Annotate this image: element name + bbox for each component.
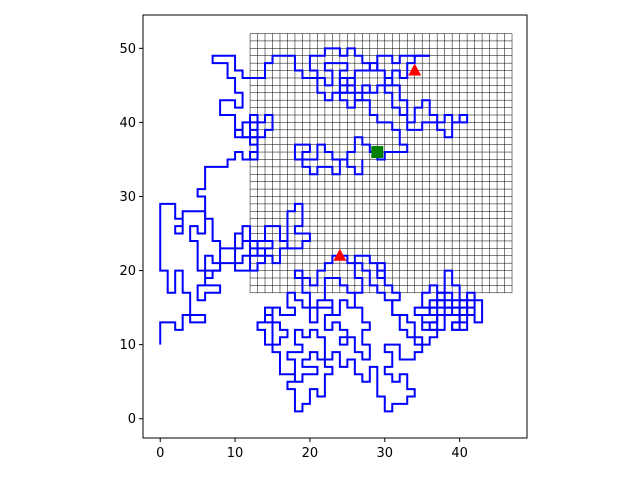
y-tick-label: 20 <box>119 264 136 279</box>
triangle-marker-2 <box>333 248 347 261</box>
y-tick-label: 40 <box>119 116 136 131</box>
axes-frame <box>142 14 528 439</box>
y-axis: 0 10 20 30 40 50 <box>119 42 143 427</box>
walk-path-6 <box>256 254 424 413</box>
walk-path-4 <box>316 54 469 139</box>
walk-path-5 <box>293 76 409 176</box>
plot-area <box>159 33 513 413</box>
walk-paths <box>159 47 484 413</box>
markers <box>333 63 422 261</box>
y-tick-label: 0 <box>128 412 136 427</box>
x-tick-label: 30 <box>377 446 394 461</box>
walk-path-8 <box>413 291 484 331</box>
x-axis: 0 10 20 30 40 <box>156 438 468 461</box>
walk-path-2 <box>189 114 274 302</box>
walk-path-3 <box>211 47 430 160</box>
triangle-marker-1 <box>408 63 422 76</box>
y-tick-label: 30 <box>119 190 136 205</box>
x-tick-label: 40 <box>451 446 468 461</box>
x-tick-label: 10 <box>227 446 244 461</box>
y-tick-label: 10 <box>119 338 136 353</box>
x-tick-label: 20 <box>302 446 319 461</box>
walk-path-1 <box>159 202 311 345</box>
square-marker <box>371 146 384 159</box>
x-tick-label: 0 <box>156 446 164 461</box>
y-tick-label: 50 <box>119 42 136 57</box>
